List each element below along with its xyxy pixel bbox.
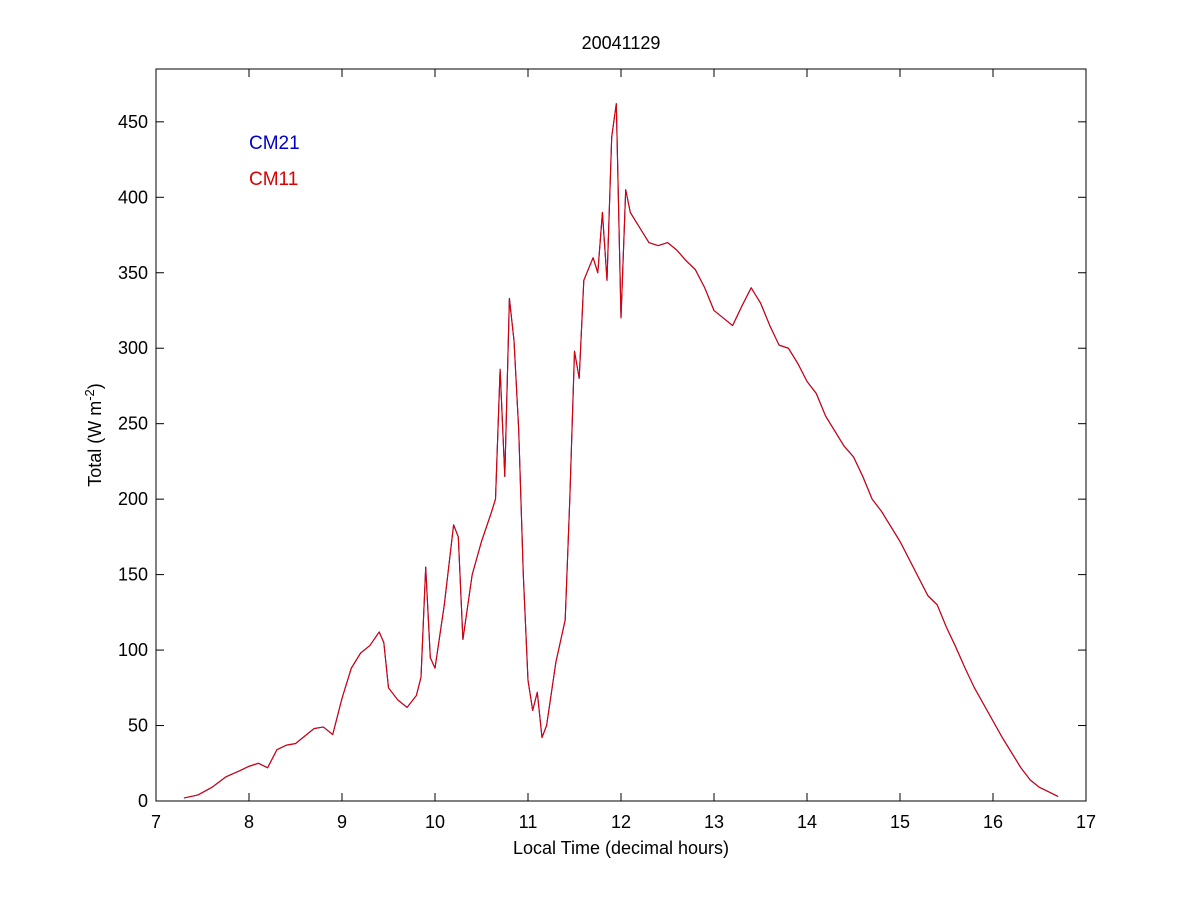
y-tick-label: 100 xyxy=(118,640,148,660)
y-axis-label-prefix: Total (W m xyxy=(85,401,105,487)
y-axis-label-superscript: -2 xyxy=(82,389,97,401)
y-axis-label-suffix: ) xyxy=(85,383,105,389)
y-tick-label: 200 xyxy=(118,489,148,509)
x-tick-label: 14 xyxy=(797,812,817,832)
y-tick-label: 0 xyxy=(138,791,148,811)
series-line-cm11 xyxy=(183,103,1059,799)
series-layer xyxy=(183,103,1059,799)
x-tick-label: 16 xyxy=(983,812,1003,832)
legend-entry-cm21: CM21 xyxy=(249,133,300,154)
y-tick-label: 150 xyxy=(118,565,148,585)
x-tick-label: 9 xyxy=(337,812,347,832)
x-axis: 7 8 9 10 11 12 13 14 15 16 17 xyxy=(151,69,1096,832)
x-tick-label: 15 xyxy=(890,812,910,832)
x-tick-label: 11 xyxy=(519,812,538,832)
x-tick-label: 8 xyxy=(244,812,254,832)
x-tick-label: 7 xyxy=(151,812,161,832)
y-axis-label: Total (W m-2) xyxy=(82,383,105,487)
chart-title: 20041129 xyxy=(582,33,661,53)
x-tick-label: 13 xyxy=(704,812,724,832)
y-axis: 0 50 100 150 200 250 300 350 400 450 xyxy=(118,112,1086,811)
y-tick-label: 450 xyxy=(118,112,148,132)
x-tick-label: 10 xyxy=(425,812,445,832)
x-tick-label: 17 xyxy=(1076,812,1096,832)
y-tick-label: 400 xyxy=(118,187,148,207)
y-tick-label: 50 xyxy=(128,716,148,736)
x-axis-label: Local Time (decimal hours) xyxy=(513,838,729,858)
legend-entry-cm11: CM11 xyxy=(249,169,298,190)
y-tick-label: 250 xyxy=(118,414,148,434)
y-tick-label: 300 xyxy=(118,338,148,358)
y-tick-label: 350 xyxy=(118,263,148,283)
legend: CM21 CM11 xyxy=(249,133,300,190)
x-tick-label: 12 xyxy=(611,812,631,832)
